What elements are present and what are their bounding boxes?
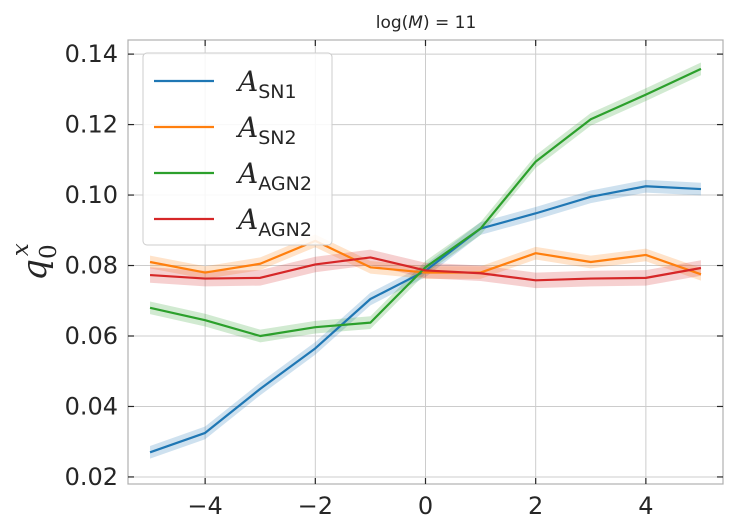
line-series-4 bbox=[149, 256, 702, 282]
legend-label-4: AAGN2 bbox=[235, 203, 312, 241]
y-tick-label: 0.06 bbox=[65, 322, 118, 350]
band-series-1 bbox=[150, 179, 701, 459]
y-tick-label: 0.10 bbox=[65, 181, 118, 209]
line-series-3 bbox=[149, 67, 702, 338]
y-axis-label-sup: x bbox=[8, 243, 34, 256]
axis-ticks bbox=[128, 40, 723, 484]
y-tick-label: 0.12 bbox=[65, 111, 118, 139]
line-series-2 bbox=[149, 239, 702, 276]
band-series-2 bbox=[150, 234, 701, 281]
x-tick-label: 0 bbox=[418, 492, 433, 520]
x-tick-label: 4 bbox=[638, 492, 653, 520]
y-tick-label: 0.14 bbox=[65, 40, 118, 68]
legend-label-3: AAGN2 bbox=[235, 157, 312, 195]
y-tick-label: 0.02 bbox=[65, 463, 118, 491]
band-series-3 bbox=[150, 62, 701, 343]
y-axis-label-sub: 0 bbox=[36, 244, 62, 259]
title-rest: ) = 11 bbox=[423, 13, 476, 33]
legend-box bbox=[142, 52, 333, 246]
y-axis-label-base: q bbox=[15, 259, 55, 281]
legend: ASN1 ASN2 AAGN2 AAGN2 bbox=[142, 52, 333, 246]
legend-label-2: ASN2 bbox=[235, 111, 297, 149]
chart-title: log(M) = 11 bbox=[376, 13, 477, 33]
title-func: log( bbox=[376, 13, 409, 33]
y-tick-label: 0.04 bbox=[65, 392, 118, 420]
y-tick-labels: 0.02 0.04 0.06 0.08 0.10 0.12 0.14 bbox=[65, 40, 118, 491]
title-var: M bbox=[408, 13, 423, 33]
series-lines bbox=[149, 67, 702, 454]
y-tick-label: 0.08 bbox=[65, 252, 118, 280]
legend-label-1: ASN1 bbox=[235, 65, 297, 103]
x-tick-labels: −4 −2 0 2 4 bbox=[187, 492, 653, 520]
x-tick-label: −2 bbox=[298, 492, 333, 520]
x-tick-label: 2 bbox=[528, 492, 543, 520]
y-axis-label: q0x bbox=[8, 243, 62, 280]
x-tick-label: −4 bbox=[187, 492, 222, 520]
